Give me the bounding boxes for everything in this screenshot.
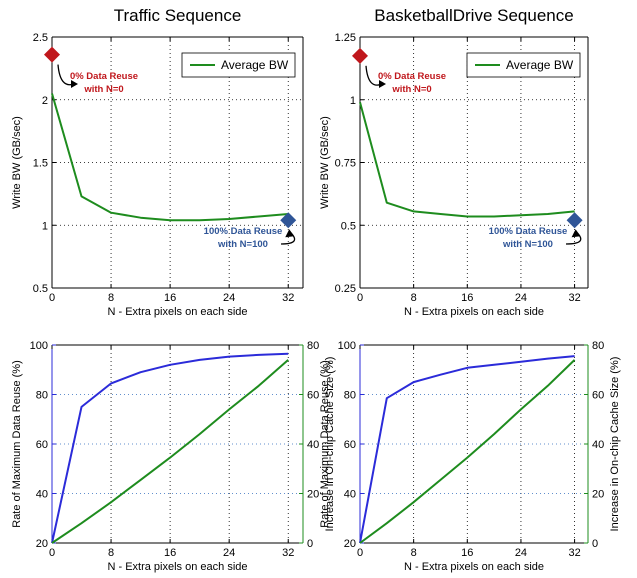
arrowhead-zero-reuse <box>379 80 386 88</box>
x-tick-label: 24 <box>223 547 235 559</box>
x-tick-label: 24 <box>223 292 235 304</box>
y-tick-label: 1 <box>42 220 48 232</box>
x-tick-label: 32 <box>282 547 294 559</box>
y-tick-label: 100 <box>338 340 356 352</box>
y-tick-label: 60 <box>344 439 356 451</box>
y2-tick-label: 80 <box>307 340 319 352</box>
annotation-full-reuse: with N=100 <box>217 239 268 250</box>
series-line-0 <box>51 352 289 544</box>
y-tick-label: 20 <box>36 538 48 550</box>
x-tick-label: 8 <box>108 292 114 304</box>
x-tick-label: 0 <box>357 547 363 559</box>
chart-title: BasketballDrive Sequence <box>374 6 573 25</box>
y-tick-label: 0.5 <box>341 220 356 232</box>
y2-tick-label: 60 <box>307 390 319 402</box>
series-line-0 <box>359 102 575 218</box>
y-tick-label: 40 <box>36 489 48 501</box>
y2-tick-label: 80 <box>592 340 604 352</box>
y-tick-label: 100 <box>30 340 48 352</box>
x-tick-label: 32 <box>568 292 580 304</box>
x-axis-label: N - Extra pixels on each side <box>107 306 247 318</box>
y-tick-label: 1 <box>350 95 356 107</box>
x-axis-label: N - Extra pixels on each side <box>404 561 544 573</box>
annotation-zero-reuse: 0% Data Reuse <box>70 71 138 82</box>
series-line-1 <box>51 359 289 544</box>
y-tick-label: 0.25 <box>335 283 356 295</box>
y-axis-label: Rate of Maximum Data Reuse (%) <box>319 360 331 528</box>
x-tick-label: 32 <box>282 292 294 304</box>
full-reuse-marker <box>566 212 583 229</box>
y-tick-label: 2.5 <box>33 32 48 44</box>
annotation-full-reuse: with N=100 <box>502 239 553 250</box>
y-axis-label: Write BW (GB/sec) <box>319 116 331 209</box>
zero-reuse-marker <box>44 46 60 63</box>
x-tick-label: 0 <box>49 292 55 304</box>
x-tick-label: 8 <box>411 292 417 304</box>
y-tick-label: 1.25 <box>335 32 356 44</box>
y2-tick-label: 20 <box>307 489 319 501</box>
legend-label: Average BW <box>506 58 574 72</box>
x-tick-label: 32 <box>568 547 580 559</box>
y2-tick-label: 60 <box>592 390 604 402</box>
y2-tick-label: 40 <box>592 439 604 451</box>
y2-axis-label: Increase in On-chip Cache Size (%) <box>609 357 621 532</box>
x-tick-label: 16 <box>461 547 473 559</box>
arrowhead-full-reuse <box>285 229 295 238</box>
annotation-zero-reuse: 0% Data Reuse <box>378 71 446 82</box>
x-tick-label: 16 <box>461 292 473 304</box>
x-tick-label: 8 <box>108 547 114 559</box>
y2-tick-label: 0 <box>592 538 598 550</box>
x-tick-label: 0 <box>49 547 55 559</box>
y-axis-label: Write BW (GB/sec) <box>11 116 23 209</box>
annotation-full-reuse: 100% Data Reuse <box>489 226 568 237</box>
y-tick-label: 20 <box>344 538 356 550</box>
y-tick-label: 2 <box>42 95 48 107</box>
series-line-1 <box>359 359 576 544</box>
arrowhead-full-reuse <box>571 229 581 238</box>
arrowhead-zero-reuse <box>71 80 78 88</box>
annotation-zero-reuse: with N=0 <box>83 84 123 95</box>
legend-label: Average BW <box>221 58 289 72</box>
x-tick-label: 24 <box>515 292 527 304</box>
chart-1: BasketballDrive Sequence 0 8 16 24 32 0.25 0.5 0… <box>319 6 589 318</box>
annotation-full-reuse: 100% Data Reuse <box>204 226 283 237</box>
series-line-0 <box>359 355 575 544</box>
y-tick-label: 40 <box>344 489 356 501</box>
chart-title: Traffic Sequence <box>114 6 242 25</box>
x-tick-label: 0 <box>357 292 363 304</box>
x-tick-label: 16 <box>164 292 176 304</box>
y2-tick-label: 0 <box>307 538 313 550</box>
x-tick-label: 16 <box>164 547 176 559</box>
y2-tick-label: 40 <box>307 439 319 451</box>
y2-axis-label: Increase in On-chip Cache Size (%) <box>324 357 336 532</box>
x-tick-label: 24 <box>515 547 527 559</box>
zero-reuse-marker <box>352 47 368 64</box>
y-axis-label: Rate of Maximum Data Reuse (%) <box>11 360 23 528</box>
y-tick-label: 0.5 <box>33 283 48 295</box>
y-tick-label: 80 <box>36 390 48 402</box>
series-line-0 <box>51 93 289 222</box>
y-tick-label: 0.75 <box>335 158 356 170</box>
x-tick-label: 8 <box>411 547 417 559</box>
y2-tick-label: 20 <box>592 489 604 501</box>
y-tick-label: 1.5 <box>33 158 48 170</box>
y-tick-label: 60 <box>36 439 48 451</box>
y-tick-label: 80 <box>344 390 356 402</box>
annotation-zero-reuse: with N=0 <box>391 84 431 95</box>
full-reuse-marker <box>280 212 297 229</box>
x-axis-label: N - Extra pixels on each side <box>107 561 247 573</box>
chart-0: Traffic Sequence 0 8 16 24 32 0.5 1 1.5 2 2.5 N - E… <box>11 6 304 318</box>
x-axis-label: N - Extra pixels on each side <box>404 306 544 318</box>
